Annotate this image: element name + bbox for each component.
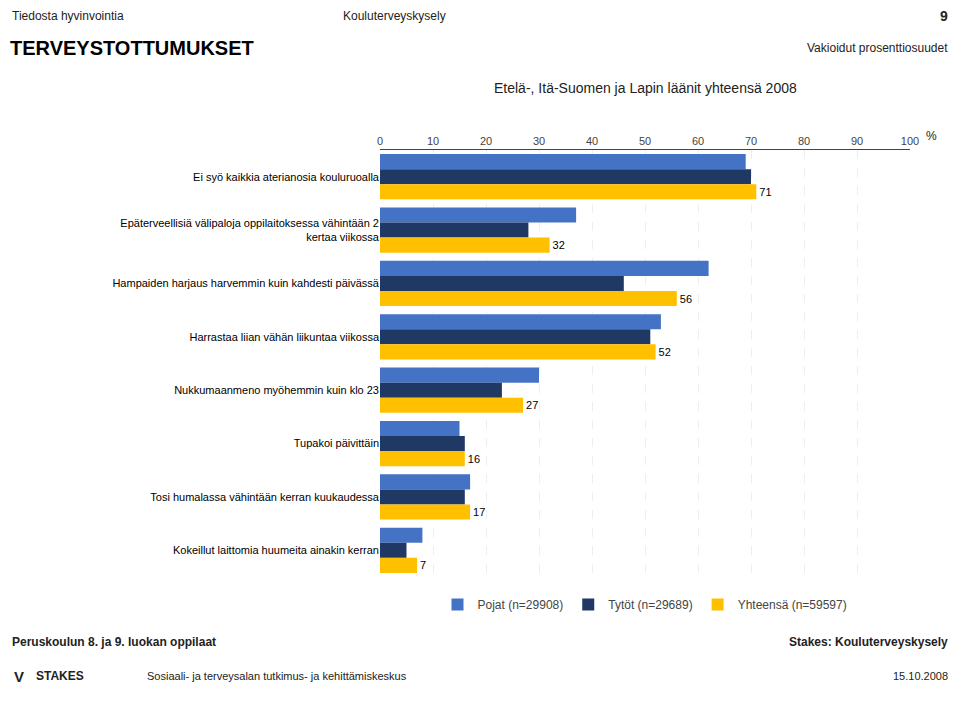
svg-text:90: 90 [851, 135, 863, 147]
svg-text:71: 71 [759, 186, 771, 198]
svg-text:9: 9 [940, 8, 948, 24]
svg-text:Hampaiden harjaus harvemmin ku: Hampaiden harjaus harvemmin kuin kahdest… [112, 277, 379, 289]
svg-text:0: 0 [377, 135, 383, 147]
svg-text:%: % [926, 129, 937, 143]
svg-text:50: 50 [639, 135, 651, 147]
svg-text:52: 52 [659, 346, 671, 358]
svg-text:Nukkumaanmeno myöhemmin kuin k: Nukkumaanmeno myöhemmin kuin klo 23 [174, 384, 379, 396]
svg-text:15.10.2008: 15.10.2008 [893, 670, 948, 682]
svg-text:40: 40 [586, 135, 598, 147]
svg-text:56: 56 [680, 293, 692, 305]
svg-text:Kokeillut laittomia huumeita a: Kokeillut laittomia huumeita ainakin ker… [173, 544, 379, 556]
svg-text:20: 20 [480, 135, 492, 147]
svg-text:80: 80 [798, 135, 810, 147]
svg-text:Harrastaa liian vähän liikunta: Harrastaa liian vähän liikuntaa viikossa [189, 331, 379, 343]
svg-text:27: 27 [526, 399, 538, 411]
svg-text:Stakes: Kouluterveyskysely: Stakes: Kouluterveyskysely [789, 635, 948, 649]
svg-text:70: 70 [745, 135, 757, 147]
svg-text:Tytöt (n=29689): Tytöt (n=29689) [608, 598, 692, 612]
svg-text:TERVEYSTOTTUMUKSET: TERVEYSTOTTUMUKSET [10, 37, 254, 59]
svg-text:10: 10 [427, 135, 439, 147]
svg-text:Ei syö kaikkia aterianosia kou: Ei syö kaikkia aterianosia kouluruoalla [193, 171, 380, 183]
svg-text:Vakioidut prosenttiosuudet: Vakioidut prosenttiosuudet [807, 41, 948, 55]
svg-text:Pojat (n=29908): Pojat (n=29908) [478, 598, 564, 612]
svg-text:16: 16 [468, 453, 480, 465]
svg-text:7: 7 [420, 559, 426, 571]
svg-text:Epäterveellisiä välipaloja opp: Epäterveellisiä välipaloja oppilaitokses… [120, 217, 380, 243]
svg-text:Tupakoi päivittäin: Tupakoi päivittäin [294, 437, 379, 449]
svg-text:Yhteensä (n=59597): Yhteensä (n=59597) [738, 598, 847, 612]
svg-text:30: 30 [533, 135, 545, 147]
svg-text:17: 17 [473, 506, 485, 518]
svg-text:STAKES: STAKES [36, 669, 84, 683]
svg-text:32: 32 [553, 239, 565, 251]
svg-text:Kouluterveyskysely: Kouluterveyskysely [343, 9, 446, 23]
svg-text:Etelä-, Itä-Suomen ja Lapin lä: Etelä-, Itä-Suomen ja Lapin läänit yhtee… [494, 80, 797, 96]
svg-text:Tosi humalassa vähintään kerra: Tosi humalassa vähintään kerran kuukaude… [150, 491, 380, 503]
svg-text:Peruskoulun 8. ja 9. luokan op: Peruskoulun 8. ja 9. luokan oppilaat [12, 635, 216, 649]
svg-text:Tiedosta hyvinvointia: Tiedosta hyvinvointia [12, 9, 124, 23]
svg-text:V: V [14, 668, 24, 685]
svg-text:100: 100 [901, 135, 919, 147]
svg-text:Sosiaali- ja terveysalan tutki: Sosiaali- ja terveysalan tutkimus- ja ke… [147, 670, 407, 682]
svg-text:60: 60 [692, 135, 704, 147]
